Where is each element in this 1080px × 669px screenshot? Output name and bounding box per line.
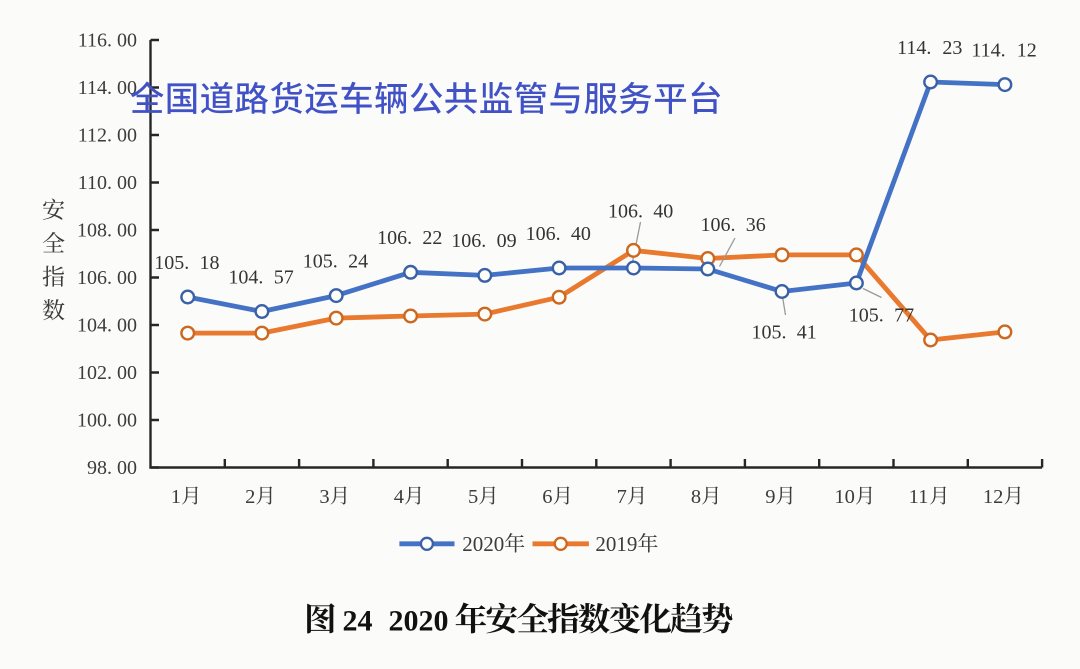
svg-text:40: 40 — [653, 200, 673, 222]
svg-text:57: 57 — [274, 266, 294, 288]
svg-text:105.: 105. — [849, 304, 884, 326]
svg-text:24: 24 — [343, 605, 373, 638]
svg-text:3: 3 — [319, 486, 329, 508]
svg-text:114.: 114. — [971, 39, 1005, 61]
svg-text:40: 40 — [571, 223, 591, 245]
svg-text:18: 18 — [200, 252, 220, 274]
svg-text:11: 11 — [909, 486, 929, 508]
svg-text:12: 12 — [983, 486, 1004, 508]
svg-text:12: 12 — [1017, 39, 1037, 61]
svg-text:106.: 106. — [701, 214, 736, 236]
svg-text:1: 1 — [171, 486, 181, 508]
svg-text:106.: 106. — [608, 200, 643, 222]
svg-text:105.: 105. — [154, 252, 189, 274]
svg-text:09: 09 — [497, 230, 517, 252]
svg-text:98. 00: 98. 00 — [87, 457, 137, 479]
svg-text:5: 5 — [468, 486, 478, 508]
svg-text:10: 10 — [834, 486, 855, 508]
svg-text:6: 6 — [542, 486, 552, 508]
svg-text:114. 00: 114. 00 — [78, 77, 137, 99]
svg-text:114.: 114. — [897, 37, 931, 59]
svg-text:105.: 105. — [752, 321, 787, 343]
svg-text:2019: 2019 — [595, 532, 637, 556]
svg-text:9: 9 — [765, 486, 775, 508]
svg-text:22: 22 — [422, 227, 442, 249]
svg-text:110. 00: 110. 00 — [78, 172, 137, 194]
svg-text:100. 00: 100. 00 — [77, 410, 137, 432]
svg-text:23: 23 — [942, 37, 962, 59]
svg-text:105.: 105. — [303, 250, 338, 272]
svg-text:104. 00: 104. 00 — [77, 315, 137, 337]
svg-text:77: 77 — [894, 304, 914, 326]
svg-text:116. 00: 116. 00 — [78, 30, 137, 52]
svg-text:41: 41 — [797, 321, 817, 343]
svg-text:106.: 106. — [377, 227, 412, 249]
svg-text:106. 00: 106. 00 — [77, 267, 137, 289]
svg-text:4: 4 — [394, 486, 404, 508]
svg-text:106.: 106. — [526, 223, 561, 245]
svg-text:102. 00: 102. 00 — [77, 362, 137, 384]
svg-text:108. 00: 108. 00 — [77, 220, 137, 242]
svg-text:2020: 2020 — [389, 605, 449, 638]
svg-text:36: 36 — [746, 214, 766, 236]
svg-text:2: 2 — [245, 486, 255, 508]
svg-text:112. 00: 112. 00 — [78, 125, 137, 147]
svg-text:2020: 2020 — [462, 532, 504, 556]
svg-text:24: 24 — [348, 250, 368, 272]
svg-text:104.: 104. — [228, 266, 263, 288]
svg-text:8: 8 — [691, 486, 701, 508]
svg-text:7: 7 — [617, 486, 627, 508]
svg-text:106.: 106. — [451, 230, 486, 252]
